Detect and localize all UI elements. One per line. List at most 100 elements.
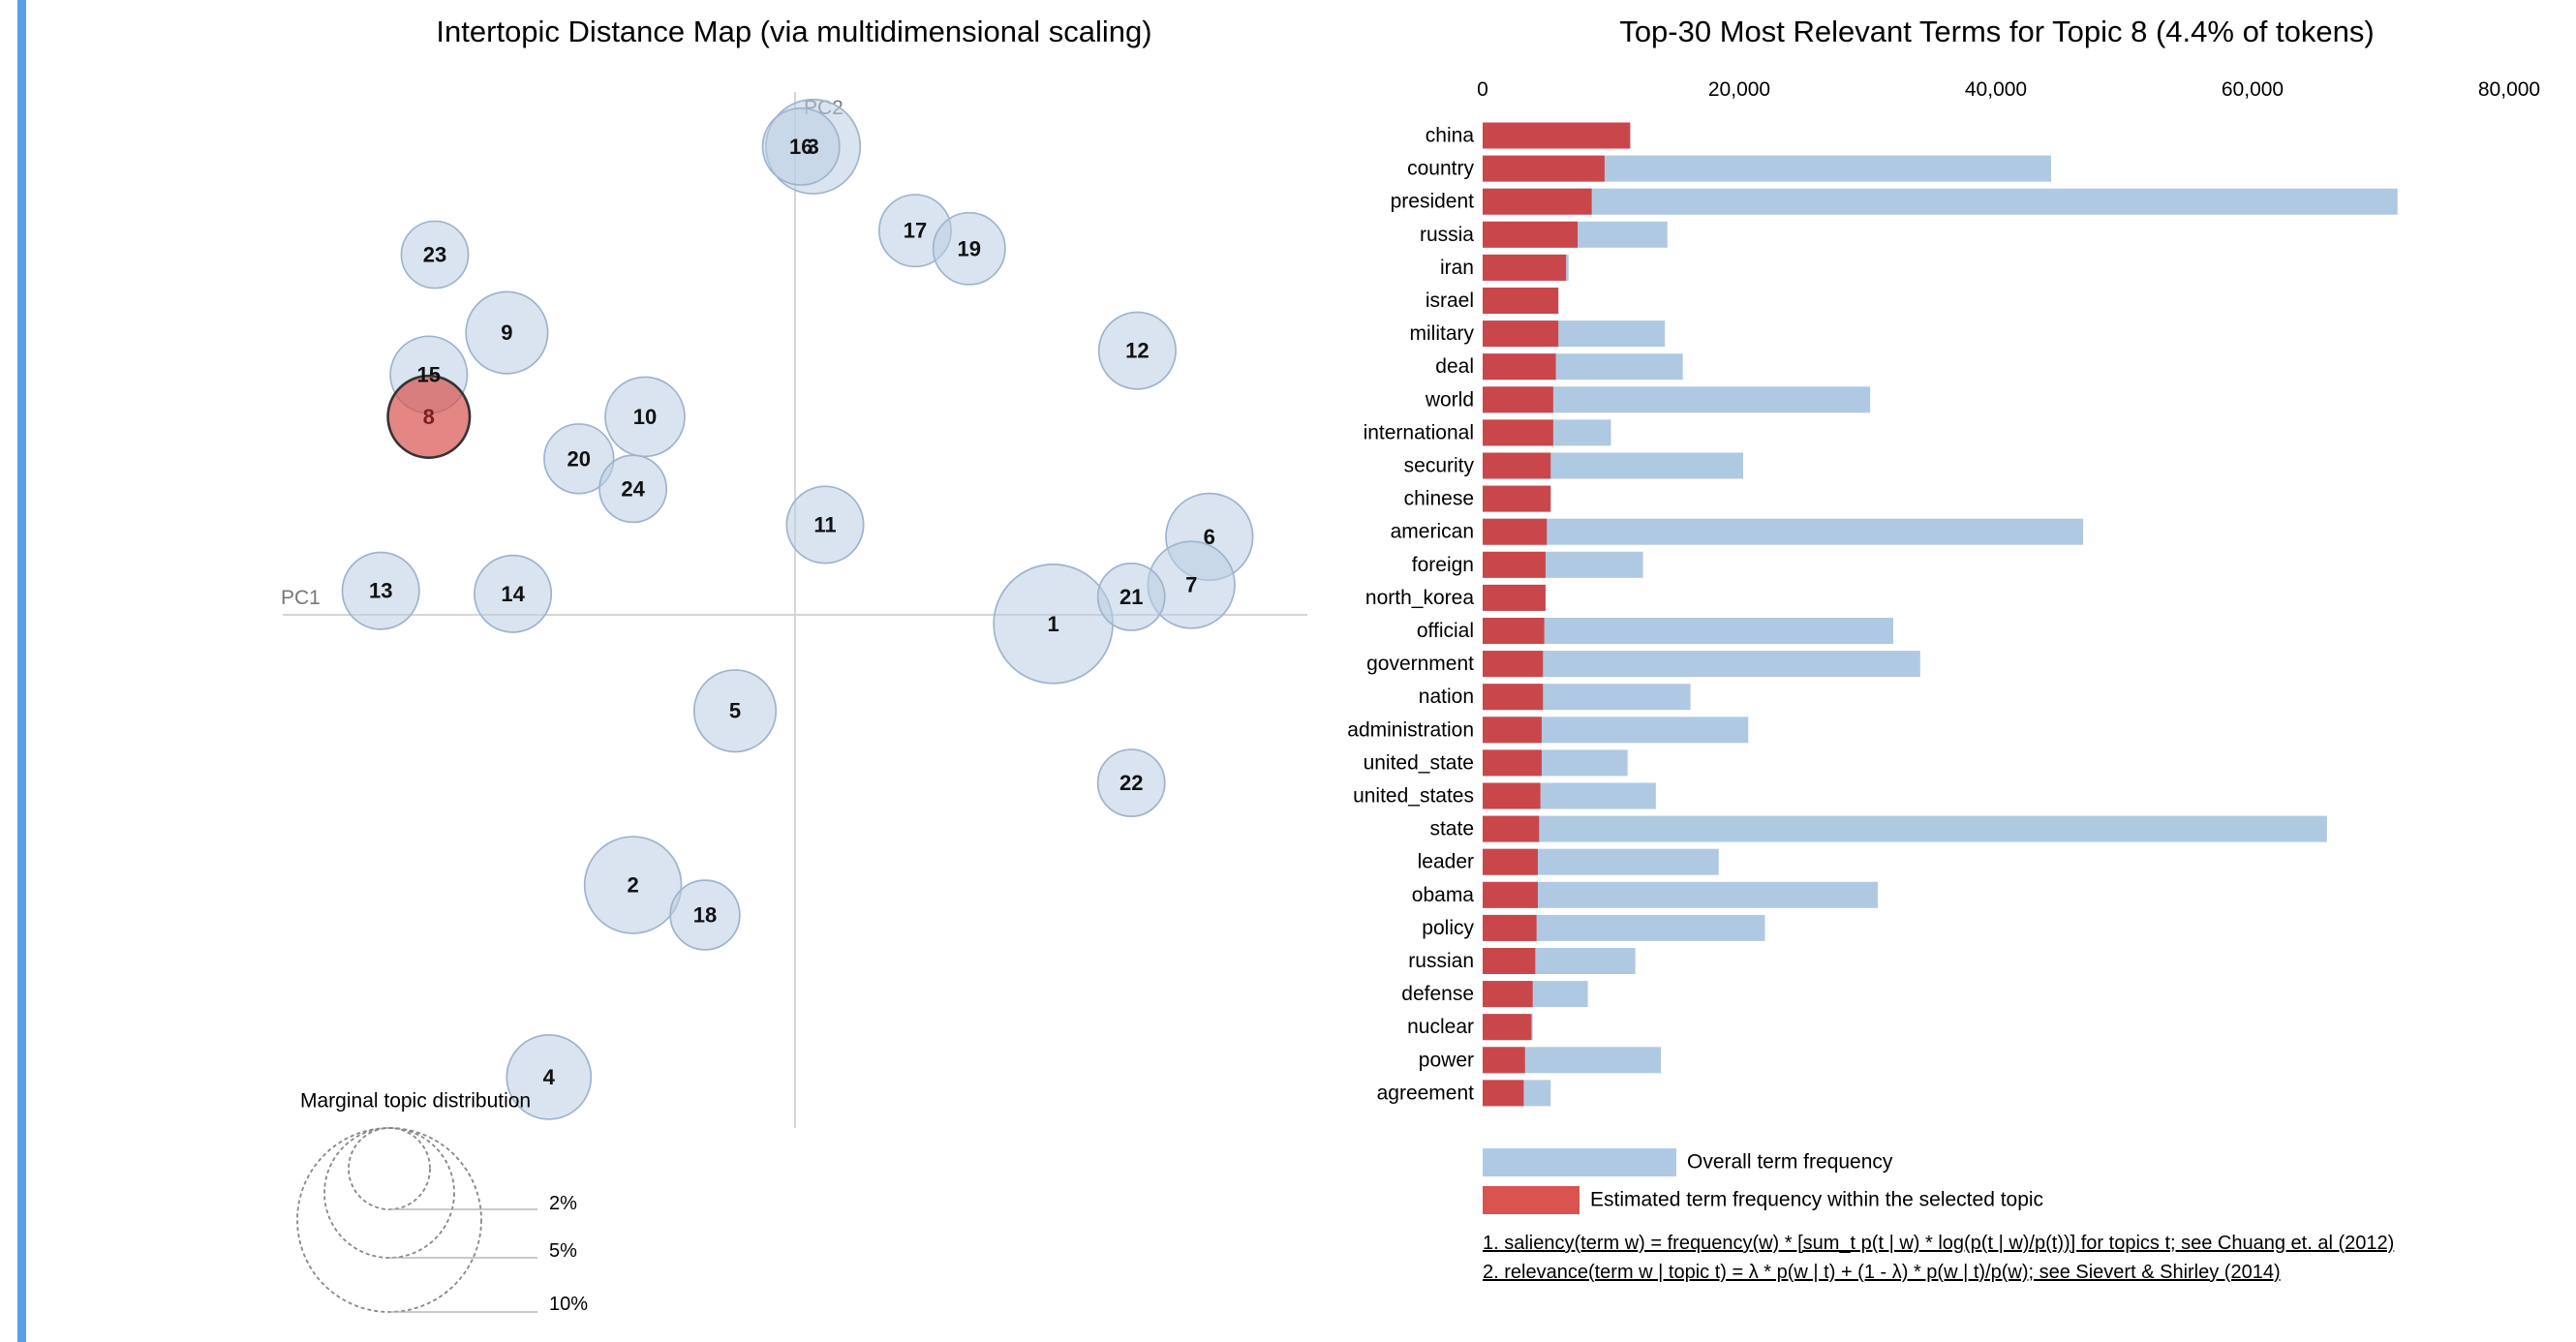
term-bars: china country president russia iran israel mil… [1347, 122, 2398, 1107]
topic-circle-14[interactable] [474, 554, 553, 633]
bar-overall-president [1483, 188, 2398, 215]
x-tick-label: 20,000 [1708, 78, 1770, 101]
term-label-military[interactable]: military [1410, 322, 1475, 345]
term-label-country[interactable]: country [1407, 158, 1474, 180]
marginal-label-5: 5% [549, 1240, 577, 1262]
topic-circle-23[interactable] [400, 220, 470, 290]
term-label-foreign[interactable]: foreign [1412, 554, 1474, 576]
topic-circle-9[interactable] [465, 290, 549, 375]
term-label-administration[interactable]: administration [1347, 718, 1474, 741]
bar-topic-security [1483, 452, 1551, 479]
term-label-leader[interactable]: leader [1418, 851, 1474, 873]
topic-circle-24[interactable] [598, 454, 668, 524]
footnote-saliency[interactable]: 1. saliency(term w) = frequency(w) * [su… [1483, 1233, 2394, 1254]
term-label-government[interactable]: government [1366, 653, 1474, 675]
term-label-obama[interactable]: obama [1412, 884, 1475, 906]
bar-topic-nation [1483, 684, 1544, 711]
term-label-deal[interactable]: deal [1435, 355, 1474, 378]
topic-label-11: 11 [813, 513, 836, 537]
topic-label-4: 4 [543, 1065, 556, 1089]
topic-circle-4[interactable] [506, 1034, 593, 1120]
marginal-circle-10 [296, 1127, 482, 1313]
term-label-nuclear[interactable]: nuclear [1407, 1016, 1474, 1038]
term-label-agreement[interactable]: agreement [1377, 1082, 1475, 1104]
topic-circle-22[interactable] [1096, 748, 1166, 818]
bar-topic-nuclear [1483, 1014, 1532, 1041]
topic-circle-19[interactable] [932, 211, 1006, 286]
term-label-power[interactable]: power [1419, 1049, 1474, 1071]
topic-circle-13[interactable] [341, 551, 420, 630]
bar-topic-power [1483, 1047, 1525, 1074]
bar-topic-chinese [1483, 485, 1551, 512]
bar-overall-american [1483, 518, 2084, 545]
topic-circle-2[interactable] [583, 836, 683, 934]
legend-overall-label: Overall term frequency [1687, 1151, 1893, 1174]
term-label-iran[interactable]: iran [1440, 257, 1474, 279]
term-label-nation[interactable]: nation [1419, 686, 1474, 708]
x-tick-label: 60,000 [2222, 78, 2284, 101]
term-label-united_state[interactable]: united_state [1364, 751, 1474, 774]
topic-label-12: 12 [1125, 339, 1149, 363]
term-label-world[interactable]: world [1425, 388, 1474, 411]
topic-circle-18[interactable] [669, 879, 741, 951]
bar-chart-title: Top-30 Most Relevant Terms for Topic 8 (… [1619, 15, 2374, 48]
term-label-international[interactable]: international [1364, 421, 1474, 443]
topic-label-23: 23 [423, 243, 446, 267]
term-label-chinese[interactable]: chinese [1404, 488, 1474, 510]
term-label-russia[interactable]: russia [1420, 224, 1474, 246]
bar-topic-leader [1483, 848, 1538, 875]
topic-label-22: 22 [1119, 771, 1143, 795]
topic-circle-21[interactable] [1096, 562, 1166, 631]
topic-label-18: 18 [693, 903, 717, 928]
topic-label-1: 1 [1047, 612, 1058, 636]
term-label-security[interactable]: security [1404, 455, 1475, 477]
topic-label-3: 3 [807, 135, 818, 159]
pc1-axis-label: PC1 [281, 587, 321, 609]
x-tick-label: 80,000 [2478, 78, 2540, 101]
bar-topic-defense [1483, 981, 1533, 1008]
topic-label-6: 6 [1204, 525, 1215, 549]
bar-topic-president [1483, 188, 1592, 215]
bar-legend: Overall term frequency Estimated term fr… [1483, 1148, 2043, 1214]
marginal-legend-title: Marginal topic distribution [300, 1090, 531, 1113]
bar-topic-united_states [1483, 782, 1541, 809]
x-tick-label: 0 [1477, 78, 1488, 101]
topic-circle-16[interactable] [761, 107, 841, 186]
left-accent-bar [17, 0, 26, 1342]
bar-overall-official [1483, 618, 1893, 644]
topic-circle-5[interactable] [692, 669, 778, 753]
term-label-official[interactable]: official [1417, 620, 1474, 642]
topic-circle-8[interactable] [386, 374, 472, 459]
bar-topic-country [1483, 155, 1605, 182]
bar-topic-agreement [1483, 1080, 1524, 1107]
term-label-defense[interactable]: defense [1401, 983, 1474, 1005]
topic-label-16: 16 [789, 135, 813, 159]
term-label-president[interactable]: president [1391, 191, 1475, 213]
topic-circle-20[interactable] [543, 423, 615, 495]
bar-topic-russian [1483, 948, 1536, 974]
bar-topic-military [1483, 320, 1559, 348]
term-label-united_states[interactable]: united_states [1353, 785, 1474, 808]
bar-topic-united_state [1483, 749, 1542, 777]
marginal-circle-5 [323, 1127, 455, 1259]
term-label-north_korea[interactable]: north_korea [1365, 587, 1474, 609]
topic-circle-12[interactable] [1097, 311, 1177, 390]
term-label-state[interactable]: state [1429, 818, 1474, 840]
bar-topic-north_korea [1483, 584, 1546, 611]
footnote-relevance[interactable]: 2. relevance(term w | topic t) = λ * p(w… [1483, 1262, 2281, 1283]
topic-circles[interactable] [341, 98, 1254, 1120]
term-label-china[interactable]: china [1426, 125, 1475, 147]
bar-topic-world [1483, 386, 1553, 413]
term-label-american[interactable]: american [1391, 521, 1474, 543]
term-label-policy[interactable]: policy [1422, 917, 1474, 939]
term-label-russian[interactable]: russian [1408, 950, 1474, 972]
mds-title: Intertopic Distance Map (via multidimens… [436, 15, 1151, 48]
topic-circle-10[interactable] [604, 376, 686, 458]
term-label-israel[interactable]: israel [1426, 290, 1474, 312]
topic-circle-11[interactable] [785, 485, 865, 564]
bar-topic-official [1483, 618, 1545, 644]
marginal-distribution-legend: Marginal topic distribution 2% 5% 10% [296, 1090, 588, 1315]
topic-label-13: 13 [369, 579, 392, 603]
